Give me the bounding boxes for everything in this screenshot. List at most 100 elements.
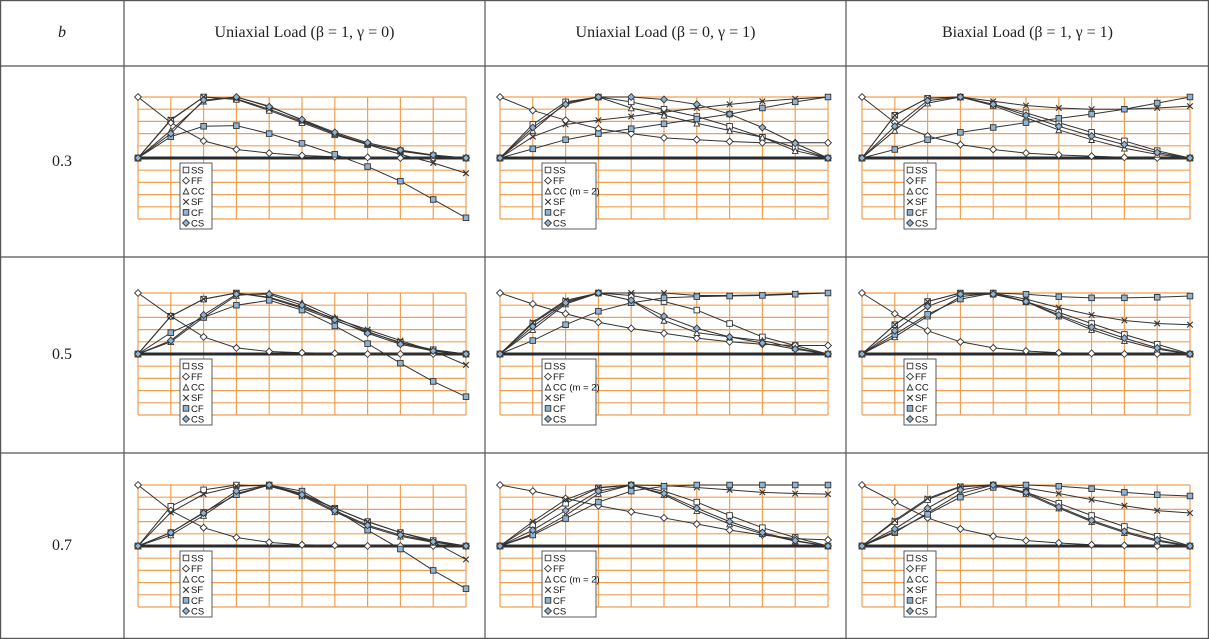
data-point (1022, 119, 1030, 126)
legend-label: CF (191, 208, 204, 219)
data-point (1186, 292, 1194, 300)
data-point (726, 292, 733, 300)
data-point (823, 138, 833, 147)
data-point (1121, 294, 1128, 302)
legend-label: SF (191, 197, 203, 208)
data-point (232, 533, 241, 542)
data-point (989, 343, 998, 352)
legend-label: CC (191, 383, 205, 394)
legend-label: FF (191, 564, 203, 575)
data-point (396, 349, 405, 359)
data-point (791, 481, 799, 489)
data-point (692, 324, 701, 333)
data-point (693, 306, 701, 314)
data-point (660, 294, 668, 302)
data-point (1055, 293, 1063, 300)
data-point (627, 487, 635, 495)
data-point (199, 332, 208, 341)
legend-label: CC (915, 187, 929, 198)
data-point (758, 123, 767, 132)
data-point (330, 349, 339, 358)
legend-marker (906, 362, 914, 370)
data-point (363, 349, 372, 359)
data-point (462, 214, 470, 222)
data-point (364, 163, 371, 170)
data-point (1088, 485, 1095, 492)
legend-marker (182, 554, 190, 562)
data-point (397, 177, 404, 185)
data-point (823, 341, 833, 350)
data-point (561, 309, 570, 318)
data-point (1120, 349, 1129, 359)
data-point (167, 329, 175, 336)
legend-marker (544, 166, 552, 174)
data-point (233, 301, 240, 309)
legend-marker (544, 597, 552, 604)
data-point (199, 523, 208, 532)
legend-marker (906, 166, 914, 174)
data-point (462, 585, 470, 592)
data-point (759, 292, 766, 299)
data-point (1153, 99, 1161, 107)
legend-marker (182, 209, 190, 216)
legend-label: CF (553, 596, 566, 607)
legend-label: FF (191, 176, 203, 187)
data-point (232, 343, 241, 352)
data-point (824, 289, 832, 297)
legend-label: CC (m = 2) (553, 187, 600, 198)
data-point (725, 137, 734, 146)
data-point (956, 337, 965, 346)
legend-label: CC (m = 2) (553, 383, 600, 394)
data-point (1153, 491, 1161, 499)
legend-label: SS (191, 361, 204, 372)
data-point (199, 136, 208, 145)
data-point (232, 145, 241, 154)
data-point (989, 124, 997, 131)
legend-label: SS (191, 553, 204, 564)
data-point (200, 123, 207, 130)
legend-label: CF (553, 208, 566, 219)
data-point (1021, 536, 1031, 545)
legend-label: CS (553, 414, 566, 425)
legend-label: FF (915, 372, 927, 383)
legend-label: SF (553, 393, 565, 404)
legend-label: SF (915, 393, 927, 404)
data-point (923, 326, 932, 335)
legend-marker (906, 209, 914, 216)
legend-marker (906, 554, 914, 562)
legend-label: FF (553, 176, 565, 187)
legend-label: SS (553, 553, 566, 564)
data-point (529, 337, 537, 344)
legend-marker (182, 405, 190, 412)
data-point (1121, 489, 1128, 496)
legend-label: CS (553, 606, 566, 617)
data-point (363, 153, 372, 162)
data-point (528, 299, 537, 309)
legend-label: FF (553, 372, 565, 383)
data-point (891, 146, 899, 153)
data-point (265, 297, 273, 304)
data-point (824, 481, 832, 489)
legend-label: SS (915, 361, 928, 372)
data-point (627, 125, 635, 132)
data-point (924, 311, 931, 318)
data-point (298, 140, 306, 147)
legend-label: FF (553, 564, 565, 575)
data-point (1186, 492, 1194, 500)
data-point (595, 308, 602, 315)
data-point (594, 318, 603, 327)
data-point (265, 149, 274, 158)
data-point (364, 340, 371, 347)
data-point (397, 359, 404, 367)
legend-label: CF (915, 596, 928, 607)
legend-marker (544, 554, 552, 562)
